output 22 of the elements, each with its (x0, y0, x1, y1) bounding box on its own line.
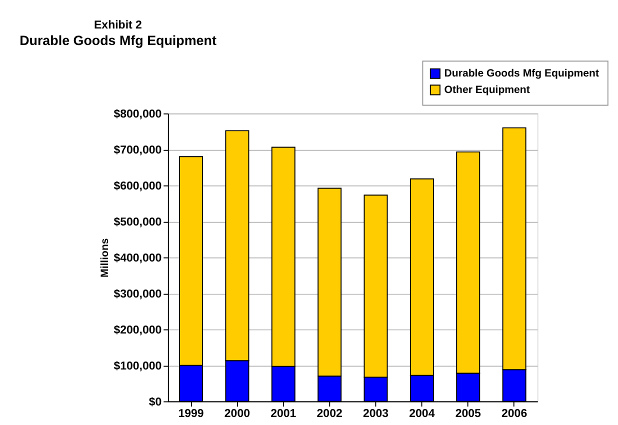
y-axis-title: Millions (98, 238, 111, 278)
chart-subtitle: Durable Goods Mfg Equipment (20, 32, 217, 48)
x-tick-label: 2003 (362, 408, 389, 420)
x-tick-label: 1999 (178, 408, 204, 420)
x-tick-label: 2004 (409, 408, 436, 420)
x-tick-label: 2001 (270, 408, 297, 420)
y-tick-label: $200,000 (114, 324, 162, 337)
x-tick-label: 2005 (455, 408, 482, 420)
legend-label: Durable Goods Mfg Equipment (444, 67, 600, 80)
x-tick-label: 2000 (224, 408, 250, 420)
y-tick-label: $800,000 (114, 108, 162, 121)
x-tick-label: 2006 (502, 408, 528, 420)
chart-title: Exhibit 2 (94, 19, 142, 32)
y-tick-label: $500,000 (114, 216, 162, 229)
y-tick-label: $600,000 (114, 180, 162, 193)
y-tick-label: $400,000 (114, 252, 162, 265)
legend-label: Other Equipment (444, 84, 530, 96)
x-tick-label: 2002 (316, 408, 342, 420)
y-tick-label: $0 (148, 396, 162, 409)
y-tick-label: $700,000 (114, 144, 162, 157)
y-tick-label: $100,000 (114, 360, 162, 373)
y-tick-label: $300,000 (114, 288, 162, 301)
